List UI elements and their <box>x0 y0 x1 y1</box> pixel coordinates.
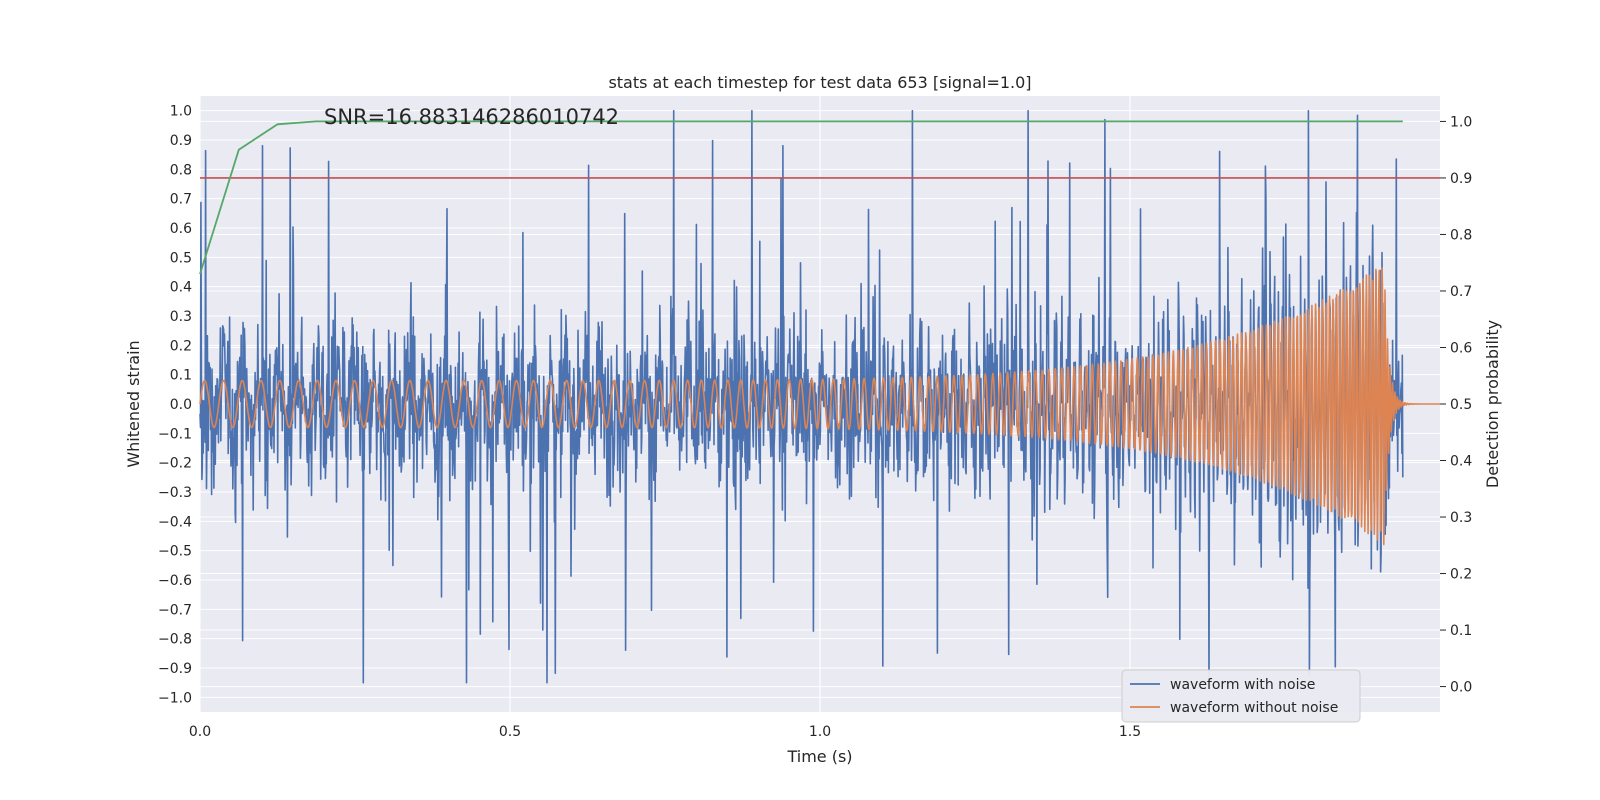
y2-tick-label: 0.5 <box>1450 397 1472 413</box>
x-tick-label: 1.0 <box>809 724 831 740</box>
y-tick-label: 0.2 <box>170 338 192 354</box>
snr-annotation: SNR=16.883146286010742 <box>324 105 619 129</box>
y2-tick-label: 0.4 <box>1450 454 1472 470</box>
y2-tick-label: 0.1 <box>1450 623 1472 639</box>
y-tick-label: −0.7 <box>158 602 192 618</box>
ticks: 1.0 0.9 0.8 0.7 0.6 0.5 0.4 0.3 0.2 0.1 0.0 −0.1 −0.… <box>158 104 1472 740</box>
y2-tick-label: 0.9 <box>1450 171 1472 187</box>
series-line-detection-probability <box>199 120 1403 275</box>
y2-tick-label: 1.0 <box>1450 114 1472 130</box>
y-tick-label: 0.1 <box>170 368 192 384</box>
y-tick-label: −0.2 <box>158 456 192 472</box>
y2-tick-label: 0.2 <box>1450 567 1472 583</box>
x-tick-label: 1.5 <box>1119 724 1141 740</box>
y-tick-label: 0.5 <box>170 250 192 266</box>
chart-title: stats at each timestep for test data 653… <box>608 73 1031 92</box>
y-tick-label: −0.9 <box>158 661 192 677</box>
legend-label-noisy: waveform with noise <box>1170 677 1315 693</box>
y-tick-label: −0.4 <box>158 514 192 530</box>
legend: waveform with noise waveform without noi… <box>1121 669 1361 723</box>
x-tick-label: 0.5 <box>499 724 521 740</box>
y-tick-label: −0.5 <box>158 544 192 560</box>
y2-axis-label: Detection probability <box>1483 320 1502 488</box>
plot-lines <box>199 109 1441 684</box>
y2-tick-label: 0.3 <box>1450 510 1472 526</box>
y-tick-label: 0.8 <box>170 162 192 178</box>
x-axis-label: Time (s) <box>786 747 852 766</box>
legend-box <box>1121 669 1361 723</box>
y-tick-label: 0.0 <box>170 397 192 413</box>
y2-tick-label: 0.0 <box>1450 680 1472 696</box>
y-tick-label: −0.3 <box>158 485 192 501</box>
y2-tick-label: 0.7 <box>1450 284 1472 300</box>
y-tick-label: 0.9 <box>170 133 192 149</box>
y-tick-label: 0.3 <box>170 309 192 325</box>
y-tick-label: −0.6 <box>158 573 192 589</box>
y-tick-label: −0.1 <box>158 426 192 442</box>
y-tick-label: 0.4 <box>170 280 192 296</box>
y-axis-label: Whitened strain <box>124 340 143 467</box>
y-tick-label: −0.8 <box>158 632 192 648</box>
y-tick-label: −1.0 <box>158 690 192 706</box>
y-tick-label: 0.6 <box>170 221 192 237</box>
series-line-waveform-without-noise <box>199 266 1441 546</box>
y-tick-label: 1.0 <box>170 104 192 120</box>
y-tick-label: 0.7 <box>170 192 192 208</box>
y2-tick-label: 0.6 <box>1450 340 1472 356</box>
y2-tick-label: 0.8 <box>1450 227 1472 243</box>
x-tick-label: 0.0 <box>189 724 211 740</box>
legend-label-clean: waveform without noise <box>1170 700 1338 716</box>
